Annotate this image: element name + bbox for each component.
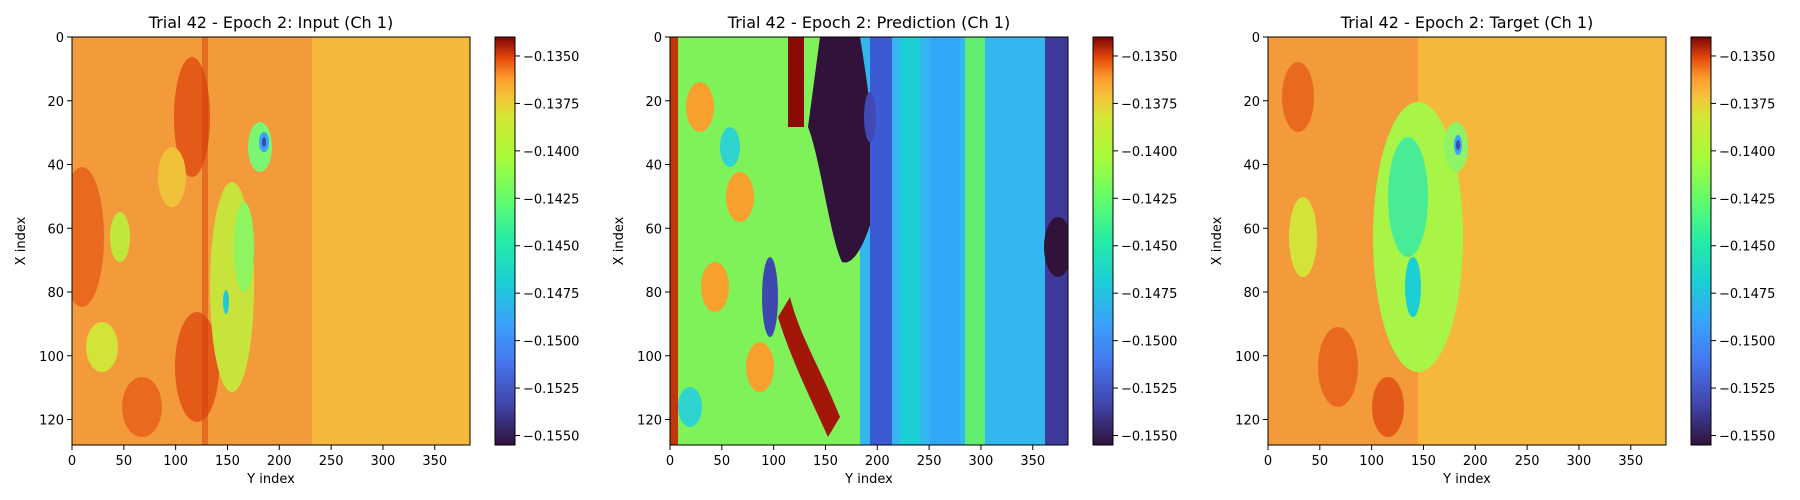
colorbar-tick-label: −0.1400 [523, 145, 579, 160]
x-tick-label: 300 [969, 454, 994, 469]
y-tick-label: 120 [1235, 414, 1260, 429]
colorbar-tick-label: −0.1525 [1719, 382, 1775, 397]
colorbar-tick-label: −0.1550 [523, 430, 579, 445]
heatmap-panel-1: Trial 42 - Epoch 2: Input (Ch 1) 0 50 100 15… [14, 13, 579, 487]
plot-frame [71, 36, 471, 446]
colorbar-tick-label: −0.1400 [1121, 145, 1177, 160]
x-tick-label: 250 [917, 454, 942, 469]
x-tick-label: 350 [1618, 454, 1643, 469]
x-tick-label: 350 [1020, 454, 1045, 469]
colorbar-tick-label: −0.1525 [1121, 382, 1177, 397]
y-tick-label: 100 [39, 350, 64, 365]
y-tick-label: 0 [1252, 31, 1260, 46]
y-tick-label: 60 [1243, 222, 1260, 237]
colorbar-tick-label: −0.1450 [1719, 240, 1775, 255]
panel-title: Trial 42 - Epoch 2: Target (Ch 1) [1340, 13, 1593, 32]
colorbar-tick-label: −0.1375 [523, 97, 579, 112]
y-tick-label: 60 [47, 222, 64, 237]
panel-title: Trial 42 - Epoch 2: Prediction (Ch 1) [727, 13, 1010, 32]
heatmap-panel-3: Trial 42 - Epoch 2: Target (Ch 1) 0 50 100 1… [1210, 13, 1775, 487]
heatmap-image [670, 37, 1068, 445]
colorbar [1092, 36, 1114, 446]
colorbar-tick-label: −0.1525 [523, 382, 579, 397]
colorbar-tick-label: −0.1550 [1719, 430, 1775, 445]
colorbar [494, 36, 516, 446]
y-tick-label: 40 [47, 159, 64, 174]
x-tick-label: 150 [1411, 454, 1436, 469]
y-tick-label: 60 [645, 222, 662, 237]
x-axis-label: Y index [1442, 472, 1491, 487]
colorbar-tick-label: −0.1350 [1121, 50, 1177, 65]
colorbar-tick-label: −0.1350 [523, 50, 579, 65]
colorbar-tick-label: −0.1500 [1719, 335, 1775, 350]
colorbar-tick-label: −0.1425 [1121, 192, 1177, 207]
colorbar-tick-label: −0.1500 [523, 335, 579, 350]
colorbar-tick-label: −0.1400 [1719, 145, 1775, 160]
colorbar-tick-label: −0.1375 [1719, 97, 1775, 112]
x-tick-label: 300 [371, 454, 396, 469]
colorbar [1690, 36, 1712, 446]
panel-title: Trial 42 - Epoch 2: Input (Ch 1) [148, 13, 393, 32]
colorbar-tick-label: −0.1450 [1121, 240, 1177, 255]
x-tick-label: 250 [319, 454, 344, 469]
colorbar-tick-label: −0.1450 [523, 240, 579, 255]
y-tick-label: 120 [637, 414, 662, 429]
y-tick-label: 80 [47, 286, 64, 301]
heatmap-image [1268, 37, 1666, 445]
x-tick-label: 100 [761, 454, 786, 469]
y-tick-label: 40 [645, 159, 662, 174]
plot-frame [669, 36, 1069, 446]
heatmap-image [72, 37, 470, 445]
y-axis-label: X index [14, 216, 29, 265]
x-tick-label: 300 [1567, 454, 1592, 469]
x-tick-label: 200 [1463, 454, 1488, 469]
x-tick-label: 0 [666, 454, 674, 469]
y-tick-label: 20 [47, 95, 64, 110]
y-tick-label: 0 [654, 31, 662, 46]
x-tick-label: 250 [1515, 454, 1540, 469]
x-tick-label: 200 [267, 454, 292, 469]
y-tick-label: 80 [645, 286, 662, 301]
x-axis-label: Y index [246, 472, 295, 487]
x-tick-label: 100 [1359, 454, 1384, 469]
x-tick-label: 50 [1312, 454, 1329, 469]
y-tick-label: 20 [645, 95, 662, 110]
x-axis-label: Y index [844, 472, 893, 487]
colorbar-tick-label: −0.1375 [1121, 97, 1177, 112]
colorbar-tick-label: −0.1475 [1121, 287, 1177, 302]
x-tick-label: 50 [714, 454, 731, 469]
x-tick-label: 150 [215, 454, 240, 469]
colorbar-tick-label: −0.1425 [1719, 192, 1775, 207]
x-tick-label: 350 [422, 454, 447, 469]
x-tick-label: 100 [163, 454, 188, 469]
colorbar-tick-label: −0.1475 [1719, 287, 1775, 302]
y-tick-label: 20 [1243, 95, 1260, 110]
colorbar-tick-label: −0.1350 [1719, 50, 1775, 65]
heatmap-panel-2: Trial 42 - Epoch 2: Prediction (Ch 1) 0 50… [612, 13, 1177, 487]
colorbar-tick-label: −0.1550 [1121, 430, 1177, 445]
plot-frame [1267, 36, 1667, 446]
x-tick-label: 150 [813, 454, 838, 469]
y-tick-label: 100 [1235, 350, 1260, 365]
x-tick-label: 0 [68, 454, 76, 469]
y-tick-label: 40 [1243, 159, 1260, 174]
y-axis-label: X index [612, 216, 627, 265]
colorbar-tick-label: −0.1500 [1121, 335, 1177, 350]
y-tick-label: 80 [1243, 286, 1260, 301]
y-axis-label: X index [1210, 216, 1225, 265]
colorbar-tick-label: −0.1475 [523, 287, 579, 302]
colorbar-tick-label: −0.1425 [523, 192, 579, 207]
x-tick-label: 50 [116, 454, 133, 469]
y-tick-label: 0 [56, 31, 64, 46]
x-tick-label: 0 [1264, 454, 1272, 469]
y-tick-label: 100 [637, 350, 662, 365]
x-tick-label: 200 [865, 454, 890, 469]
y-tick-label: 120 [39, 414, 64, 429]
